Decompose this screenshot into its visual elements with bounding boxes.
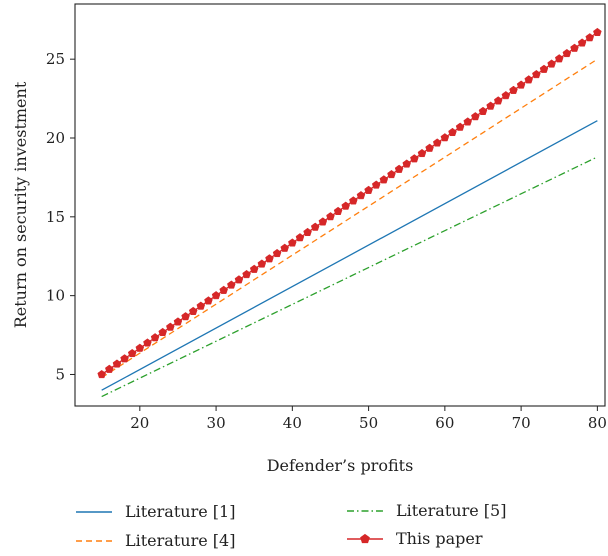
series-line-2 (101, 156, 598, 398)
series-point (493, 96, 503, 105)
series-point (288, 238, 297, 247)
series-point (585, 33, 595, 42)
series-point (554, 54, 564, 63)
series-point (501, 91, 511, 100)
series-point (524, 75, 534, 84)
series-point (265, 254, 274, 263)
legend-label-literature-5: Literature [5] (396, 501, 506, 520)
legend-item-literature-5: Literature [5] (347, 501, 506, 520)
series-point (211, 291, 221, 300)
series-point (272, 248, 282, 258)
y-tick-label: 25 (46, 50, 65, 68)
legend-label-this-paper: This paper (396, 529, 483, 548)
series-point (394, 164, 404, 173)
series-point (127, 348, 137, 358)
series-point (448, 127, 457, 137)
series-point (97, 369, 106, 379)
legend-marker-this-paper (360, 533, 370, 544)
series-point (242, 269, 251, 279)
y-tick-label: 15 (46, 208, 65, 226)
x-tick-label: 30 (207, 414, 226, 432)
series-point (349, 196, 358, 205)
x-tick-label: 80 (588, 414, 607, 432)
series-point (204, 296, 213, 305)
series-point (356, 191, 366, 200)
y-axis-ticks: 5 10 15 20 25 (46, 50, 75, 383)
series-point (150, 333, 160, 342)
series-line-1 (101, 58, 598, 379)
series-point (379, 175, 389, 184)
y-axis-title: Return on security investment (11, 81, 30, 328)
series-point (402, 159, 412, 168)
series-line-0 (101, 120, 598, 391)
series-point (333, 206, 343, 215)
y-tick-label: 10 (46, 287, 65, 305)
legend: Literature [1] Literature [4] Literature… (76, 501, 506, 550)
series-layer (97, 27, 602, 398)
series-point (455, 122, 465, 131)
x-tick-label: 50 (359, 414, 378, 432)
series-point (310, 222, 320, 231)
series-point (219, 285, 228, 294)
series-point (440, 133, 450, 142)
series-point (532, 69, 541, 79)
series-point (364, 185, 373, 194)
series-point (120, 354, 129, 363)
series-point (478, 106, 488, 115)
series-point (417, 148, 427, 158)
series-point (227, 280, 236, 289)
series-point (425, 143, 434, 152)
series-point (463, 117, 473, 126)
x-tick-label: 60 (435, 414, 454, 432)
series-point (234, 275, 244, 284)
series-point (577, 38, 587, 47)
series-point (295, 233, 305, 242)
series-point (387, 169, 396, 179)
series-point (562, 48, 572, 58)
series-point (593, 27, 602, 37)
x-tick-label: 40 (283, 414, 302, 432)
series-point (539, 64, 549, 73)
series-point (135, 343, 145, 352)
legend-item-literature-4: Literature [4] (76, 531, 235, 550)
series-point (181, 312, 190, 321)
series-point (257, 259, 267, 268)
x-tick-label: 70 (512, 414, 531, 432)
legend-item-literature-1: Literature [1] (76, 502, 235, 521)
series-point (410, 154, 419, 163)
series-point (509, 85, 518, 94)
series-point (188, 306, 198, 315)
plot-frame (74, 3, 606, 407)
y-tick-label: 20 (46, 129, 65, 147)
series-point (326, 212, 335, 221)
series-point (112, 359, 122, 368)
x-tick-label: 20 (130, 414, 149, 432)
legend-label-literature-1: Literature [1] (125, 502, 235, 521)
series-point (166, 322, 175, 331)
series-point (303, 227, 312, 237)
series-point (432, 138, 442, 147)
series-point (280, 243, 290, 252)
y-tick-label: 5 (55, 365, 65, 383)
series-point (249, 264, 259, 273)
series-point (516, 80, 526, 89)
series-point (143, 338, 152, 347)
series-point (341, 201, 351, 210)
series-point (570, 43, 579, 52)
series-point (105, 364, 114, 373)
series-point (371, 180, 381, 189)
series-point (173, 317, 183, 326)
series-point (318, 217, 328, 226)
x-axis-title: Defender’s profits (267, 456, 414, 475)
series-point (471, 112, 480, 121)
series-point (196, 301, 206, 310)
x-axis-ticks: 20 30 40 50 60 70 80 (130, 406, 607, 432)
series-point (547, 59, 556, 68)
legend-item-this-paper: This paper (347, 529, 483, 548)
legend-label-literature-4: Literature [4] (125, 531, 235, 550)
series-point (486, 101, 495, 110)
series-point (158, 327, 167, 337)
